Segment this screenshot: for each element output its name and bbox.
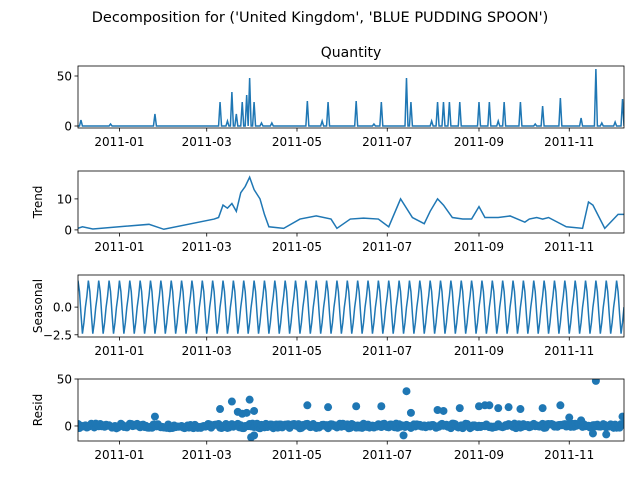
y-tick-label: 0 — [64, 419, 72, 433]
x-tick-label: 2011-05 — [272, 448, 322, 462]
resid-outlier-point — [303, 401, 312, 410]
x-tick-label: 2011-11 — [544, 344, 594, 358]
resid-outlier-point — [474, 402, 483, 411]
resid-outlier-point — [242, 408, 251, 417]
x-tick-label: 2011-11 — [544, 240, 594, 254]
panel-quantity: 2011-01 2011-03 2011-05 2011-07 2011-09 2011-… — [57, 45, 625, 149]
resid-outlier-point — [577, 416, 586, 425]
resid-outlier-point — [150, 412, 159, 421]
x-tick-label: 2011-05 — [272, 240, 322, 254]
seasonal-axes-frame — [77, 274, 625, 338]
y-tick-label: 0.0 — [53, 301, 72, 315]
resid-outlier-point — [485, 401, 494, 410]
x-tick-label: 2011-03 — [182, 240, 232, 254]
x-tick-label: 2011-07 — [362, 344, 412, 358]
x-tick-label: 2011-09 — [454, 448, 504, 462]
resid-outlier-point — [439, 406, 448, 415]
y-tick-label: 0 — [64, 223, 72, 237]
x-tick-label: 2011-01 — [94, 135, 144, 149]
resid-outlier-point — [352, 402, 361, 411]
x-tick-label: 2011-07 — [362, 135, 412, 149]
trend-plot-area — [78, 175, 624, 231]
x-tick-label: 2011-03 — [182, 448, 232, 462]
trend-series-line — [78, 175, 624, 231]
resid-outlier-point — [602, 430, 611, 439]
x-tick-label: 2011-09 — [454, 135, 504, 149]
resid-outlier-point — [402, 387, 411, 396]
quantity-axes-title: Quantity — [321, 45, 382, 61]
resid-outlier-point — [588, 429, 597, 438]
resid-outlier-point — [250, 431, 259, 440]
x-tick-label: 2011-01 — [94, 344, 144, 358]
resid-outlier-point — [377, 402, 386, 411]
x-tick-label: 2011-11 — [544, 448, 594, 462]
x-tick-label: 2011-01 — [94, 240, 144, 254]
resid-outlier-point — [245, 395, 254, 404]
resid-outlier-point — [250, 406, 259, 415]
resid-outlier-point — [406, 408, 415, 417]
resid-outlier-point — [494, 404, 503, 413]
y-tick-label: −2.5 — [43, 328, 72, 342]
decomposition-panels: 2011-01 2011-03 2011-05 2011-07 2011-09 2011-… — [31, 45, 625, 462]
resid-outlier-point — [455, 404, 464, 413]
resid-outlier-point — [324, 403, 333, 412]
resid-outlier-point — [618, 412, 624, 421]
trend-y-axis-label: Trend — [31, 186, 45, 220]
y-tick-label: 10 — [57, 192, 72, 206]
resid-outlier-point — [591, 379, 600, 385]
seasonal-plot-area — [78, 280, 624, 334]
resid-outlier-point — [399, 431, 408, 440]
x-tick-label: 2011-05 — [272, 135, 322, 149]
x-tick-label: 2011-01 — [94, 448, 144, 462]
x-tick-label: 2011-03 — [182, 344, 232, 358]
trend-axes-frame — [77, 170, 625, 234]
resid-outlier-point — [216, 405, 225, 414]
resid-point — [620, 419, 624, 428]
y-tick-label: 50 — [57, 373, 72, 387]
resid-outlier-point — [565, 413, 574, 422]
x-tick-label: 2011-05 — [272, 344, 322, 358]
resid-axes-frame — [77, 378, 625, 442]
resid-outlier-point — [516, 405, 525, 414]
resid-outlier-point — [538, 404, 547, 413]
y-tick-label: 0 — [64, 120, 72, 134]
seasonal-series-line — [78, 280, 624, 334]
figure-suptitle: Decomposition for ('United Kingdom', 'BL… — [92, 10, 548, 26]
x-tick-label: 2011-03 — [182, 135, 232, 149]
quantity-plot-area — [78, 68, 624, 127]
resid-outlier-point — [433, 406, 442, 414]
panel-trend: 2011-01 2011-03 2011-05 2011-07 2011-09 2011-… — [31, 170, 625, 254]
quantity-series-line — [78, 68, 624, 127]
resid-plot-area — [78, 379, 624, 441]
quantity-axes-frame — [77, 65, 625, 129]
resid-y-axis-label: Resid — [31, 394, 45, 426]
x-tick-label: 2011-07 — [362, 448, 412, 462]
y-tick-label: 50 — [57, 70, 72, 84]
panel-seasonal: 2011-01 2011-03 2011-05 2011-07 2011-09 2011-… — [31, 274, 625, 358]
x-tick-label: 2011-11 — [544, 135, 594, 149]
resid-outlier-point — [556, 401, 565, 410]
x-tick-label: 2011-09 — [454, 344, 504, 358]
seasonal-y-axis-label: Seasonal — [31, 279, 45, 333]
x-tick-label: 2011-09 — [454, 240, 504, 254]
resid-outlier-point — [504, 403, 513, 412]
resid-outlier-point — [227, 397, 236, 406]
panel-resid: 2011-01 2011-03 2011-05 2011-07 2011-09 2011-… — [31, 373, 625, 462]
x-tick-label: 2011-07 — [362, 240, 412, 254]
